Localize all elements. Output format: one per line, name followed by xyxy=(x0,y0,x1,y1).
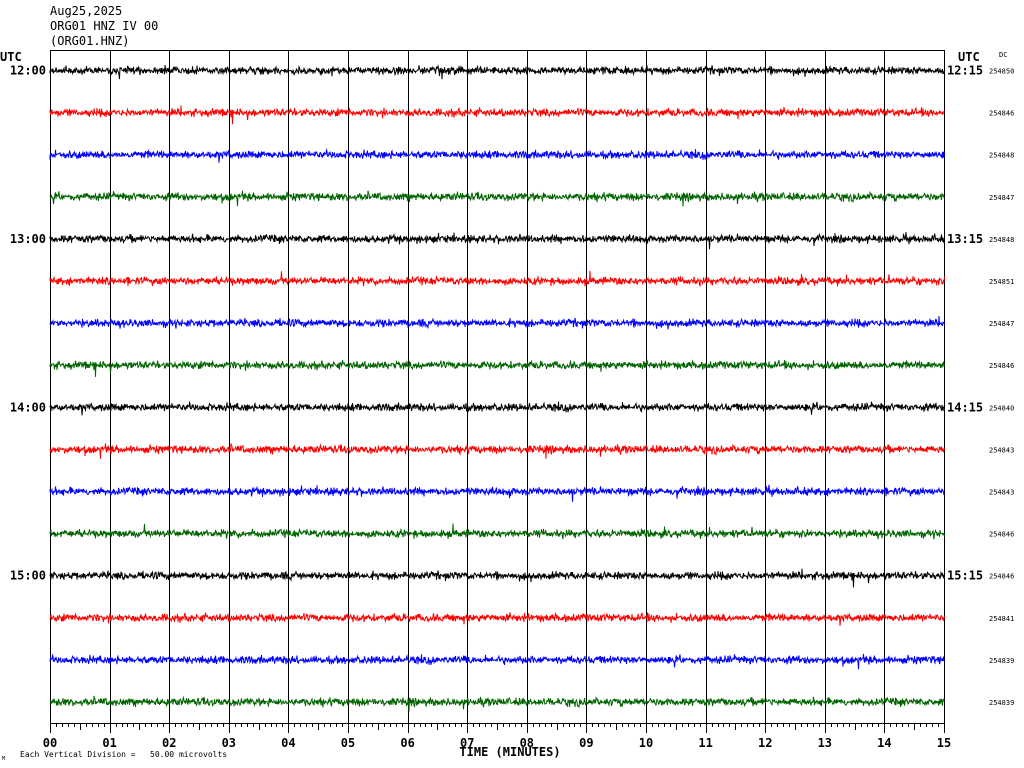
row-start-time: 15:00 xyxy=(10,569,46,583)
trace-row xyxy=(49,523,945,540)
x-tick-label: 14 xyxy=(877,736,891,750)
trace-row xyxy=(49,270,945,287)
row-dc-offset: 254843 xyxy=(989,489,1014,497)
row-end-time: 12:15 xyxy=(947,64,983,78)
trace-row xyxy=(49,315,945,330)
row-dc-offset: 254847 xyxy=(989,194,1014,202)
seismic-traces xyxy=(49,64,945,712)
row-start-time: 14:00 xyxy=(10,400,46,414)
right-axis-title: UTC xyxy=(958,50,980,64)
row-dc-offset: 254839 xyxy=(989,699,1014,707)
row-dc-offset: 254841 xyxy=(989,615,1014,623)
x-tick-label: 11 xyxy=(698,736,712,750)
grid-lines xyxy=(110,50,885,723)
x-tick-label: 03 xyxy=(222,736,236,750)
row-end-time: 13:15 xyxy=(947,232,983,246)
x-tick-label: 15 xyxy=(937,736,951,750)
row-dc-offset: 254848 xyxy=(989,236,1014,244)
x-tick-label: 09 xyxy=(579,736,593,750)
left-axis-title: UTC xyxy=(0,50,22,64)
row-dc-offset: 254850 xyxy=(989,68,1014,76)
trace-row xyxy=(49,400,945,416)
row-dc-offset: 254851 xyxy=(989,278,1014,286)
trace-row xyxy=(49,190,945,207)
row-labels: 12:00 12:15 254850 254846 254848 254847 13:00 1… xyxy=(10,64,1014,708)
corner-mark: M xyxy=(2,756,5,762)
x-tick-label: 06 xyxy=(400,736,414,750)
x-axis: 00 01 02 03 04 05 06 07 08 09 10 11 12 13 14 15 xyxy=(43,723,951,750)
x-tick-label: 00 xyxy=(43,736,57,750)
row-start-time: 12:00 xyxy=(10,64,46,78)
x-axis-title: TIME (MINUTES) xyxy=(459,745,560,759)
row-start-time: 13:00 xyxy=(10,232,46,246)
row-dc-offset: 254846 xyxy=(989,531,1014,539)
trace-row xyxy=(49,443,945,459)
row-dc-offset: 254839 xyxy=(989,657,1014,665)
row-dc-offset: 254846 xyxy=(989,110,1014,118)
x-tick-label: 02 xyxy=(162,736,176,750)
trace-row xyxy=(49,64,945,80)
row-dc-offset: 254846 xyxy=(989,362,1014,370)
row-dc-offset: 254847 xyxy=(989,320,1014,328)
x-tick-label: 12 xyxy=(758,736,772,750)
trace-row xyxy=(49,484,945,502)
row-dc-offset: 254848 xyxy=(989,152,1014,160)
trace-row xyxy=(49,695,945,712)
date-label: Aug25,2025 xyxy=(50,4,123,18)
x-tick-label: 08 xyxy=(520,736,534,750)
row-dc-offset: 254843 xyxy=(989,446,1014,454)
dc-column-title: DC xyxy=(999,51,1007,59)
x-tick-label: 07 xyxy=(460,736,474,750)
station-line: ORG01 HNZ IV 00 xyxy=(50,19,159,33)
trace-row xyxy=(49,232,945,250)
row-end-time: 15:15 xyxy=(947,569,983,583)
trace-row xyxy=(49,359,945,377)
row-dc-offset: 254846 xyxy=(989,573,1014,581)
trace-row xyxy=(49,611,945,626)
x-tick-label: 13 xyxy=(818,736,832,750)
trace-row xyxy=(49,653,945,670)
x-tick-label: 01 xyxy=(102,736,116,750)
x-tick-label: 10 xyxy=(639,736,653,750)
row-end-time: 14:15 xyxy=(947,400,983,414)
x-tick-label: 05 xyxy=(341,736,355,750)
trace-row xyxy=(49,568,945,588)
trace-row xyxy=(49,105,945,125)
x-tick-label: 04 xyxy=(281,736,295,750)
row-dc-offset: 254840 xyxy=(989,404,1014,412)
station-code: (ORG01.HNZ) xyxy=(50,34,130,48)
scale-note: Each Vertical Division = 50.00 microvolt… xyxy=(20,750,227,759)
trace-row xyxy=(49,148,945,163)
